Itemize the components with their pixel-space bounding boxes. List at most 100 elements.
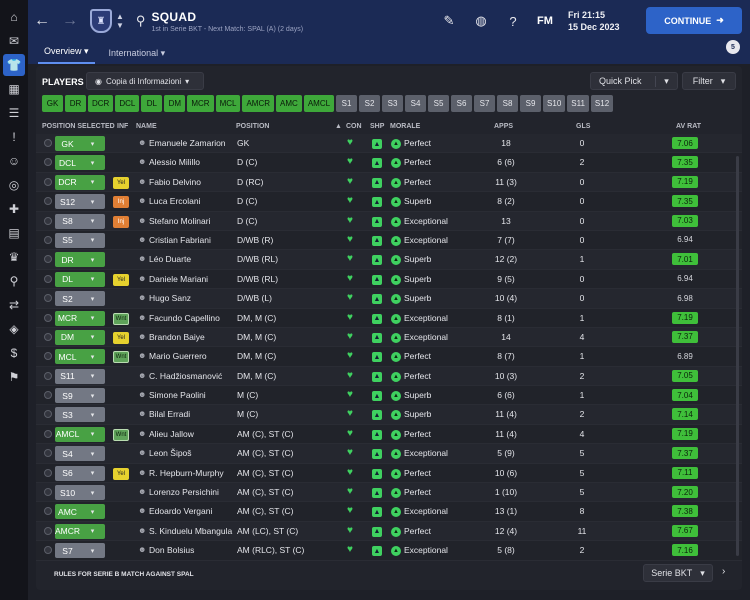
edit-icon[interactable]: ✎ [443,13,455,28]
position-selected-select[interactable]: AMCR ▾ [55,523,105,539]
table-row[interactable]: S7 ▾ ☻ Don Bolsius AM (RLC), ST (C) ♥ ▲ ▲ Except… [36,541,742,561]
player-name[interactable]: Léo Duarte [149,254,192,265]
position-chip[interactable]: S1 [336,95,358,112]
position-chip[interactable]: DCR [88,95,114,112]
view-select[interactable]: ◉ Copia di Informazioni ▾ [86,72,204,90]
player-name[interactable]: S. Kinduelu Mbangula [149,525,233,536]
tactics-icon[interactable]: ▦ [8,82,20,96]
info-badge[interactable]: Wnt [113,312,129,325]
player-name[interactable]: C. Hadžiosmanović [149,370,223,381]
info-badge[interactable]: Wnt [113,351,129,364]
row-checkbox[interactable] [44,449,52,458]
row-checkbox[interactable] [44,216,52,225]
position-chip[interactable]: S11 [567,95,589,112]
table-row[interactable]: MCL ▾ Wnt ☻ Mario Guerrero DM, M (C) ♥ ▲ ▲ Perfec… [36,347,742,367]
home-icon[interactable]: ⌂ [10,10,18,24]
position-selected-select[interactable]: S8 ▾ [55,213,105,229]
schedule-icon[interactable]: ▤ [8,226,20,240]
position-chip[interactable]: AMCL [303,95,335,112]
col-position-selected[interactable]: POSITION SELECTED [42,123,115,130]
player-name[interactable]: Hugo Sanz [149,293,192,304]
position-chip[interactable]: S9 [520,95,542,112]
row-checkbox[interactable] [44,313,52,322]
table-row[interactable]: DCR ▾ Yel ☻ Fabio Delvino D (RC) ♥ ▲ ▲ Perfect 11 … [36,172,742,193]
back-arrow-icon[interactable]: ← [34,12,50,29]
info-badge[interactable]: Inj [113,215,129,228]
scrollbar[interactable] [736,156,739,556]
row-checkbox[interactable] [44,235,52,244]
col-apps[interactable]: APPS [494,123,514,130]
position-selected-select[interactable]: S7 ▾ [55,543,105,559]
position-chip[interactable]: S10 [543,95,566,112]
club-vision-icon[interactable]: ◈ [9,322,19,336]
row-checkbox[interactable] [44,274,52,283]
squad-icon[interactable]: 👕 [3,54,25,76]
info-badge[interactable]: Yel [113,176,129,189]
table-row[interactable]: S2 ▾ ☻ Hugo Sanz D/WB (L) ♥ ▲ ▲ Superb 10 (4) 0 6.9… [36,289,742,309]
col-position[interactable]: POSITION [236,123,270,130]
tab-international[interactable]: International ▾ [108,48,166,58]
training-icon[interactable]: ◎ [8,178,20,192]
info-badge[interactable]: Yel [113,331,129,344]
col-shp[interactable]: SHP [370,123,385,130]
competitions-icon[interactable]: ♛ [8,250,20,264]
inbox-icon[interactable]: ✉ [8,34,20,48]
table-row[interactable]: S12 ▾ Inj ☻ Luca Ercolani D (C) ♥ ▲ ▲ Superb 8 (2)… [36,192,742,212]
table-row[interactable]: GK ▾ ☻ Emanuele Zamarion GK ♥ ▲ ▲ Perfect 18 0 7.06 [36,134,742,154]
col-morale[interactable]: MORALE [390,123,421,130]
col-name[interactable]: NAME [136,123,157,130]
row-checkbox[interactable] [44,468,52,477]
table-row[interactable]: AMC ▾ ☻ Edoardo Vergani AM (C), ST (C) ♥ ▲ ▲ Exc… [36,502,742,522]
finances-icon[interactable]: $ [10,346,18,360]
position-selected-select[interactable]: DM ▾ [55,329,105,345]
position-chip[interactable]: GK [42,95,63,112]
row-checkbox[interactable] [44,371,52,380]
row-checkbox[interactable] [44,391,52,400]
player-name[interactable]: Emanuele Zamarion [149,138,226,148]
col-inf[interactable]: INF [117,123,129,130]
position-selected-select[interactable]: S4 ▾ [55,446,105,462]
position-selected-select[interactable]: DCR ▾ [55,174,105,190]
position-selected-select[interactable]: S3 ▾ [55,407,105,423]
dev-centre-icon[interactable]: ⚑ [8,370,20,384]
table-row[interactable]: DCL ▾ ☻ Alessio Milillo D (C) ♥ ▲ ▲ Perfect 6 (6)… [36,153,742,173]
position-selected-select[interactable]: S6 ▾ [55,465,105,481]
player-name[interactable]: Simone Paolini [149,390,206,401]
row-checkbox[interactable] [44,429,52,438]
table-row[interactable]: S10 ▾ ☻ Lorenzo Persichini AM (C), ST (C) ♥ ▲ ▲… [36,483,742,503]
position-selected-select[interactable]: DR ▾ [55,252,105,268]
info-badge[interactable]: Yel [113,467,129,480]
col-gls[interactable]: GLS [576,123,591,130]
player-name[interactable]: Leon Šipoš [149,448,192,459]
row-checkbox[interactable] [44,352,52,361]
position-chip[interactable]: DL [141,95,163,112]
table-row[interactable]: S4 ▾ ☻ Leon Šipoš AM (C), ST (C) ♥ ▲ ▲ Exception… [36,444,742,464]
player-name[interactable]: Brandon Baiye [149,331,205,342]
team-switch-arrows[interactable]: ▲ ▼ [116,12,124,30]
table-row[interactable]: AMCR ▾ ☻ S. Kinduelu Mbangula AM (LC), ST (C… [36,521,742,542]
tab-overview[interactable]: Overview ▾ [38,46,95,64]
table-row[interactable]: DL ▾ Yel ☻ Daniele Mariani D/WB (RL) ♥ ▲ ▲ Superb… [36,269,742,290]
position-selected-select[interactable]: GK ▾ [55,136,105,151]
table-row[interactable]: S8 ▾ Inj ☻ Stefano Molinari D (C) ♥ ▲ ▲ Exception… [36,211,742,231]
medical-icon[interactable]: ✚ [8,202,20,216]
position-chip[interactable]: MCL [215,95,241,112]
row-checkbox[interactable] [44,507,52,516]
table-row[interactable]: S5 ▾ ☻ Cristian Fabriani D/WB (R) ♥ ▲ ▲ Exceptio… [36,230,742,251]
player-name[interactable]: Alieu Jallow [149,428,194,439]
table-row[interactable]: S6 ▾ Yel ☻ R. Hepburn-Murphy AM (C), ST (C) ♥ ▲… [36,463,742,484]
notification-count[interactable]: 5 [726,40,740,54]
player-name[interactable]: Luca Ercolani [149,196,201,207]
position-selected-select[interactable]: MCL ▾ [55,349,105,365]
match-rules-text[interactable]: RULES FOR SERIE B MATCH AGAINST SPAL [54,571,194,578]
table-row[interactable]: DM ▾ Yel ☻ Brandon Baiye DM, M (C) ♥ ▲ ▲ Exceptio… [36,327,742,348]
position-chip[interactable]: S4 [405,95,427,112]
table-row[interactable]: MCR ▾ Wnt ☻ Facundo Capellino DM, M (C) ♥ ▲ ▲ Exc… [36,308,742,328]
position-chip[interactable]: S6 [451,95,473,112]
position-chip[interactable]: AMCR [242,95,275,112]
fm-logo[interactable]: FM [537,15,553,27]
position-selected-select[interactable]: S12 ▾ [55,194,105,210]
position-selected-select[interactable]: S10 ▾ [55,485,105,501]
row-checkbox[interactable] [44,177,52,186]
chevron-down-icon[interactable]: ▾ [655,75,677,87]
